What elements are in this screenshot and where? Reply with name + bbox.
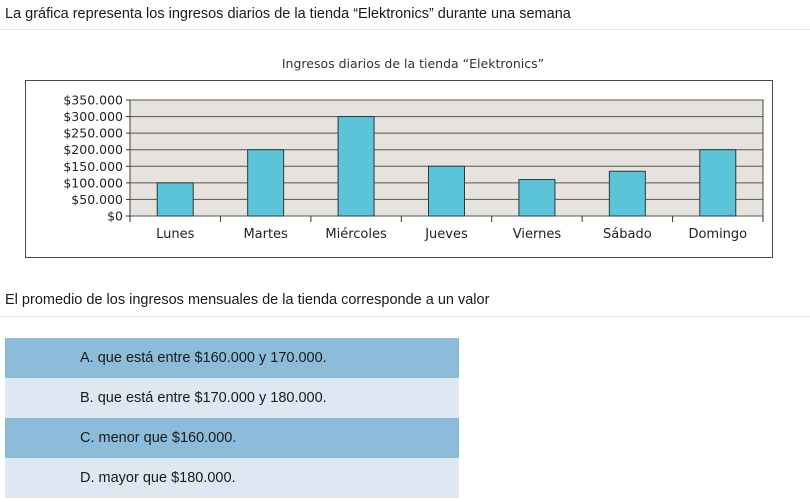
bar-domingo [699, 149, 737, 217]
revenue-bar-chart: $0 $50.000 $100.000$150.000 $200.000$250.00… [25, 80, 773, 258]
question-prompt: El promedio de los ingresos mensuales de… [5, 292, 490, 308]
y-axis-ticks: $0 $50.000 $100.000$150.000 $200.000$250.00… [63, 93, 130, 224]
x-tick-label: Lunes [156, 227, 194, 242]
x-tick-label: Martes [243, 227, 288, 242]
y-tick-label: $50.000 [71, 192, 123, 207]
divider [0, 316, 810, 317]
bar-miércoles [337, 116, 375, 217]
y-tick-label: $350.000 [63, 93, 123, 108]
y-tick-label: $250.000 [63, 126, 123, 141]
y-tick-label: $150.000 [63, 159, 123, 174]
option-b[interactable]: B. que está entre $170.000 y 180.000. [5, 378, 459, 418]
x-tick-label: Sábado [603, 227, 652, 242]
bar-sábado [608, 170, 646, 217]
bar-martes [247, 149, 285, 217]
chart-title: Ingresos diarios de la tienda “Elektroni… [281, 56, 545, 71]
option-a[interactable]: A. que está entre $160.000 y 170.000. [5, 338, 459, 378]
x-tick-label: Miércoles [325, 227, 387, 242]
x-axis-ticks: Lunes Martes Miércoles Jueves Viernes Sábado D… [129, 216, 764, 242]
question-text: La gráfica representa los ingresos diari… [5, 6, 571, 22]
x-tick-label: Viernes [513, 227, 562, 242]
answer-options: A. que está entre $160.000 y 170.000. B.… [5, 338, 459, 498]
x-tick-label: Domingo [688, 227, 747, 242]
y-tick-label: $300.000 [63, 109, 123, 124]
bars [156, 116, 737, 217]
y-tick-label: $200.000 [63, 142, 123, 157]
divider [0, 29, 810, 30]
bar-jueves [428, 165, 465, 217]
bar-lunes [156, 182, 194, 217]
option-d[interactable]: D. mayor que $180.000. [5, 458, 459, 498]
y-tick-label: $0 [107, 209, 123, 224]
y-tick-label: $100.000 [63, 175, 123, 190]
bar-viernes [518, 179, 556, 217]
option-c[interactable]: C. menor que $160.000. [5, 418, 459, 458]
x-tick-label: Jueves [424, 227, 468, 242]
